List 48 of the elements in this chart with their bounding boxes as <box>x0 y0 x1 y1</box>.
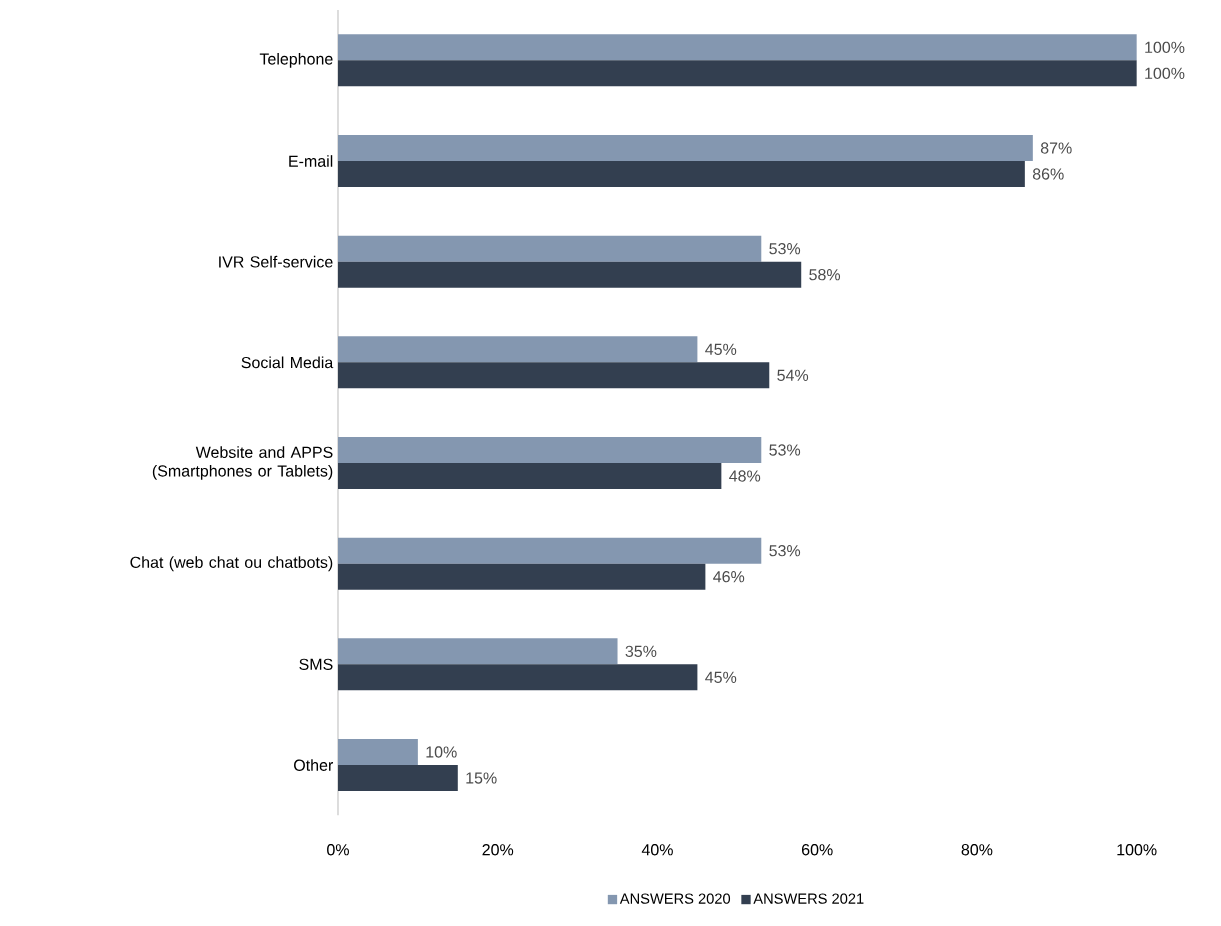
y-tick-label: Chat (web chat ou chatbots) <box>130 556 333 572</box>
bar <box>338 34 1137 61</box>
x-tick-label: 100% <box>1117 844 1157 856</box>
data-label: 45% <box>705 671 737 683</box>
y-tick-label: Social Media <box>241 356 334 369</box>
bar <box>338 765 458 792</box>
bar <box>338 135 1033 162</box>
y-tick-label: Website and APPS (Smartphones or Tablets) <box>152 446 333 480</box>
bar <box>338 362 770 389</box>
data-label: 87% <box>1040 142 1072 154</box>
data-label: 53% <box>769 243 801 255</box>
x-tick-label: 40% <box>641 844 673 856</box>
x-tick-label: 60% <box>802 844 833 856</box>
x-tick-label: 80% <box>961 844 993 856</box>
bar <box>338 638 618 665</box>
bar <box>338 60 1137 87</box>
bar <box>338 235 762 262</box>
data-label: 48% <box>729 470 761 482</box>
y-tick-label: IVR Self-service <box>219 255 333 268</box>
bar <box>338 563 706 590</box>
data-label: 100% <box>1145 67 1185 80</box>
bar <box>338 537 762 564</box>
data-label: 46% <box>713 571 745 583</box>
data-label: 35% <box>625 645 657 657</box>
legend-label: ANSWERS 2020 <box>619 893 731 904</box>
bar <box>338 463 722 490</box>
legend-label: ANSWERS 2021 <box>753 893 864 904</box>
data-label: 10% <box>426 746 457 758</box>
data-label: 86% <box>1032 168 1064 180</box>
x-tick-label: 0% <box>327 844 349 856</box>
data-label: 54% <box>777 369 809 381</box>
data-label: 15% <box>466 772 497 784</box>
bar <box>338 161 1025 188</box>
data-label: 53% <box>769 444 801 456</box>
bar <box>338 664 698 691</box>
y-tick-label: SMS <box>299 658 333 670</box>
bar <box>338 739 418 766</box>
y-tick-label: Other <box>294 759 334 771</box>
bar <box>338 336 698 363</box>
y-tick-label: E-mail <box>289 155 333 167</box>
data-label: 100% <box>1145 41 1185 54</box>
bar <box>338 261 802 288</box>
data-label: 58% <box>809 269 841 281</box>
y-tick-label: Telephone <box>259 52 333 68</box>
x-tick-label: 20% <box>482 844 514 856</box>
data-label: 45% <box>705 343 737 355</box>
data-label: 53% <box>769 545 801 557</box>
bar <box>338 437 762 464</box>
